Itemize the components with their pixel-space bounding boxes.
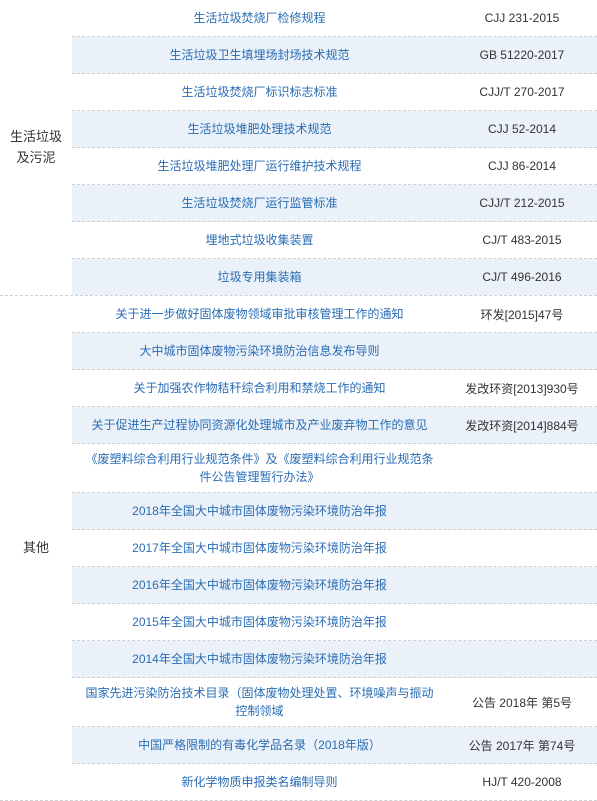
row-title-link[interactable]: 关于进一步做好固体废物领域审批审核管理工作的通知 (72, 296, 447, 332)
row-code: CJ/T 496-2016 (447, 259, 597, 295)
row-title-link[interactable]: 埋地式垃圾收集装置 (72, 222, 447, 258)
table-row: 生活垃圾焚烧厂标识标志标准CJJ/T 270-2017 (72, 74, 597, 111)
row-code: CJJ/T 270-2017 (447, 74, 597, 110)
row-title-link[interactable]: 大中城市固体废物污染环境防治信息发布导则 (72, 333, 447, 369)
rows-wrap: 生活垃圾焚烧厂检修规程CJJ 231-2015生活垃圾卫生填埋场封场技术规范GB… (72, 0, 597, 295)
table-row: 关于进一步做好固体废物领域审批审核管理工作的通知环发[2015]47号 (72, 296, 597, 333)
row-title-link[interactable]: 关于加强农作物秸秆综合利用和禁烧工作的通知 (72, 370, 447, 406)
table-row: 2017年全国大中城市固体废物污染环境防治年报 (72, 530, 597, 567)
row-code: CJ/T 483-2015 (447, 222, 597, 258)
table-row: 国家先进污染防治技术目录（固体废物处理处置、环境噪声与振动控制领域公告 2018… (72, 678, 597, 727)
table-section: 生活垃圾及污泥生活垃圾焚烧厂检修规程CJJ 231-2015生活垃圾卫生填埋场封… (0, 0, 597, 296)
row-title-link[interactable]: 垃圾专用集装箱 (72, 259, 447, 295)
table-row: 《废塑料综合利用行业规范条件》及《废塑料综合利用行业规范条件公告管理暂行办法》 (72, 444, 597, 493)
row-title-link[interactable]: 2017年全国大中城市固体废物污染环境防治年报 (72, 530, 447, 566)
row-code: GB 51220-2017 (447, 37, 597, 73)
table-row: 新化学物质申报类名编制导则HJ/T 420-2008 (72, 764, 597, 800)
category-cell: 其他 (0, 296, 72, 800)
table-row: 2016年全国大中城市固体废物污染环境防治年报 (72, 567, 597, 604)
row-title-link[interactable]: 中国严格限制的有毒化学品名录（2018年版） (72, 727, 447, 763)
row-title-link[interactable]: 国家先进污染防治技术目录（固体废物处理处置、环境噪声与振动控制领域 (72, 678, 447, 726)
table-row: 关于加强农作物秸秆综合利用和禁烧工作的通知发改环资[2013]930号 (72, 370, 597, 407)
row-code (447, 493, 597, 529)
row-title-link[interactable]: 2016年全国大中城市固体废物污染环境防治年报 (72, 567, 447, 603)
row-code (447, 530, 597, 566)
row-code: 发改环资[2013]930号 (447, 370, 597, 406)
row-code (447, 567, 597, 603)
category-cell: 生活垃圾及污泥 (0, 0, 72, 295)
table-section: 其他关于进一步做好固体废物领域审批审核管理工作的通知环发[2015]47号大中城… (0, 296, 597, 801)
row-code: CJJ 231-2015 (447, 0, 597, 36)
row-code: HJ/T 420-2008 (447, 764, 597, 800)
row-code: CJJ 86-2014 (447, 148, 597, 184)
table-row: 埋地式垃圾收集装置CJ/T 483-2015 (72, 222, 597, 259)
row-title-link[interactable]: 生活垃圾焚烧厂标识标志标准 (72, 74, 447, 110)
row-title-link[interactable]: 生活垃圾堆肥处理厂运行维护技术规程 (72, 148, 447, 184)
row-code: CJJ/T 212-2015 (447, 185, 597, 221)
row-title-link[interactable]: 《废塑料综合利用行业规范条件》及《废塑料综合利用行业规范条件公告管理暂行办法》 (72, 444, 447, 492)
row-title-link[interactable]: 关于促进生产过程协同资源化处理城市及产业废弃物工作的意见 (72, 407, 447, 443)
table-row: 2015年全国大中城市固体废物污染环境防治年报 (72, 604, 597, 641)
row-code (447, 604, 597, 640)
row-code (447, 333, 597, 369)
table-row: 大中城市固体废物污染环境防治信息发布导则 (72, 333, 597, 370)
row-title-link[interactable]: 2018年全国大中城市固体废物污染环境防治年报 (72, 493, 447, 529)
row-code: 环发[2015]47号 (447, 296, 597, 332)
table-row: 生活垃圾焚烧厂检修规程CJJ 231-2015 (72, 0, 597, 37)
row-code (447, 450, 597, 486)
standards-table: 生活垃圾及污泥生活垃圾焚烧厂检修规程CJJ 231-2015生活垃圾卫生填埋场封… (0, 0, 597, 801)
row-title-link[interactable]: 2014年全国大中城市固体废物污染环境防治年报 (72, 641, 447, 677)
row-code (447, 641, 597, 677)
table-row: 生活垃圾焚烧厂运行监管标准CJJ/T 212-2015 (72, 185, 597, 222)
table-row: 生活垃圾堆肥处理厂运行维护技术规程CJJ 86-2014 (72, 148, 597, 185)
row-code: CJJ 52-2014 (447, 111, 597, 147)
row-title-link[interactable]: 2015年全国大中城市固体废物污染环境防治年报 (72, 604, 447, 640)
row-code: 公告 2018年 第5号 (447, 684, 597, 720)
table-row: 垃圾专用集装箱CJ/T 496-2016 (72, 259, 597, 295)
row-title-link[interactable]: 新化学物质申报类名编制导则 (72, 764, 447, 800)
row-title-link[interactable]: 生活垃圾卫生填埋场封场技术规范 (72, 37, 447, 73)
row-title-link[interactable]: 生活垃圾焚烧厂检修规程 (72, 0, 447, 36)
table-row: 关于促进生产过程协同资源化处理城市及产业废弃物工作的意见发改环资[2014]88… (72, 407, 597, 444)
table-row: 中国严格限制的有毒化学品名录（2018年版）公告 2017年 第74号 (72, 727, 597, 764)
row-title-link[interactable]: 生活垃圾焚烧厂运行监管标准 (72, 185, 447, 221)
row-title-link[interactable]: 生活垃圾堆肥处理技术规范 (72, 111, 447, 147)
row-code: 公告 2017年 第74号 (447, 727, 597, 763)
table-row: 生活垃圾卫生填埋场封场技术规范GB 51220-2017 (72, 37, 597, 74)
row-code: 发改环资[2014]884号 (447, 407, 597, 443)
table-row: 2018年全国大中城市固体废物污染环境防治年报 (72, 493, 597, 530)
rows-wrap: 关于进一步做好固体废物领域审批审核管理工作的通知环发[2015]47号大中城市固… (72, 296, 597, 800)
table-row: 生活垃圾堆肥处理技术规范CJJ 52-2014 (72, 111, 597, 148)
